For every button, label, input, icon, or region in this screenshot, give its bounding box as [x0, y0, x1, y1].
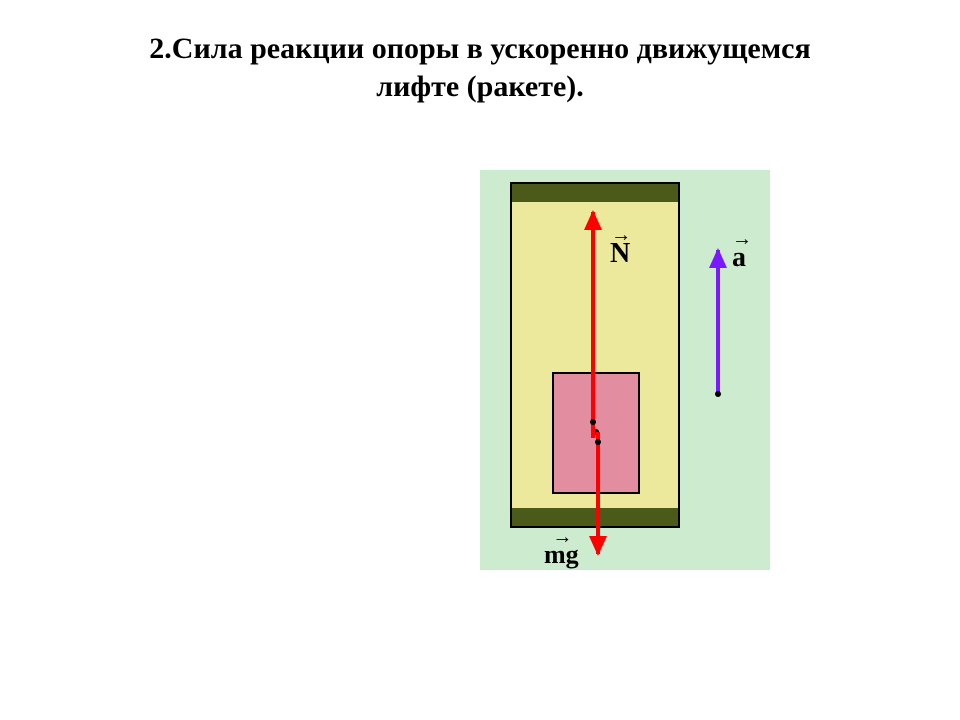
accel-a-line	[716, 250, 720, 394]
force-mg-origin-dot	[595, 439, 601, 445]
force-n-line	[591, 212, 595, 438]
page-title: 2.Сила реакции опоры в ускоренно движуще…	[0, 30, 960, 105]
physics-diagram: → N → mg → a	[480, 170, 770, 570]
elevator-top-band	[512, 184, 678, 202]
force-n-text: N	[610, 240, 630, 268]
force-mg-label: → mg	[544, 532, 579, 568]
slide: 2.Сила реакции опоры в ускоренно движуще…	[0, 0, 960, 720]
force-n-label: → N	[610, 230, 630, 268]
title-line-1: 2.Сила реакции опоры в ускоренно движуще…	[0, 30, 960, 68]
accel-a-arrowhead	[709, 248, 727, 268]
accel-a-origin-dot	[715, 391, 721, 397]
title-line-2: лифте (ракете).	[0, 68, 960, 106]
elevator-bottom-band	[512, 508, 678, 526]
force-mg-text: mg	[544, 542, 579, 568]
force-n-origin-dot	[590, 419, 596, 425]
force-mg-arrowhead	[589, 536, 607, 556]
accel-a-label: → a	[732, 234, 750, 272]
force-n-arrowhead	[584, 210, 602, 230]
